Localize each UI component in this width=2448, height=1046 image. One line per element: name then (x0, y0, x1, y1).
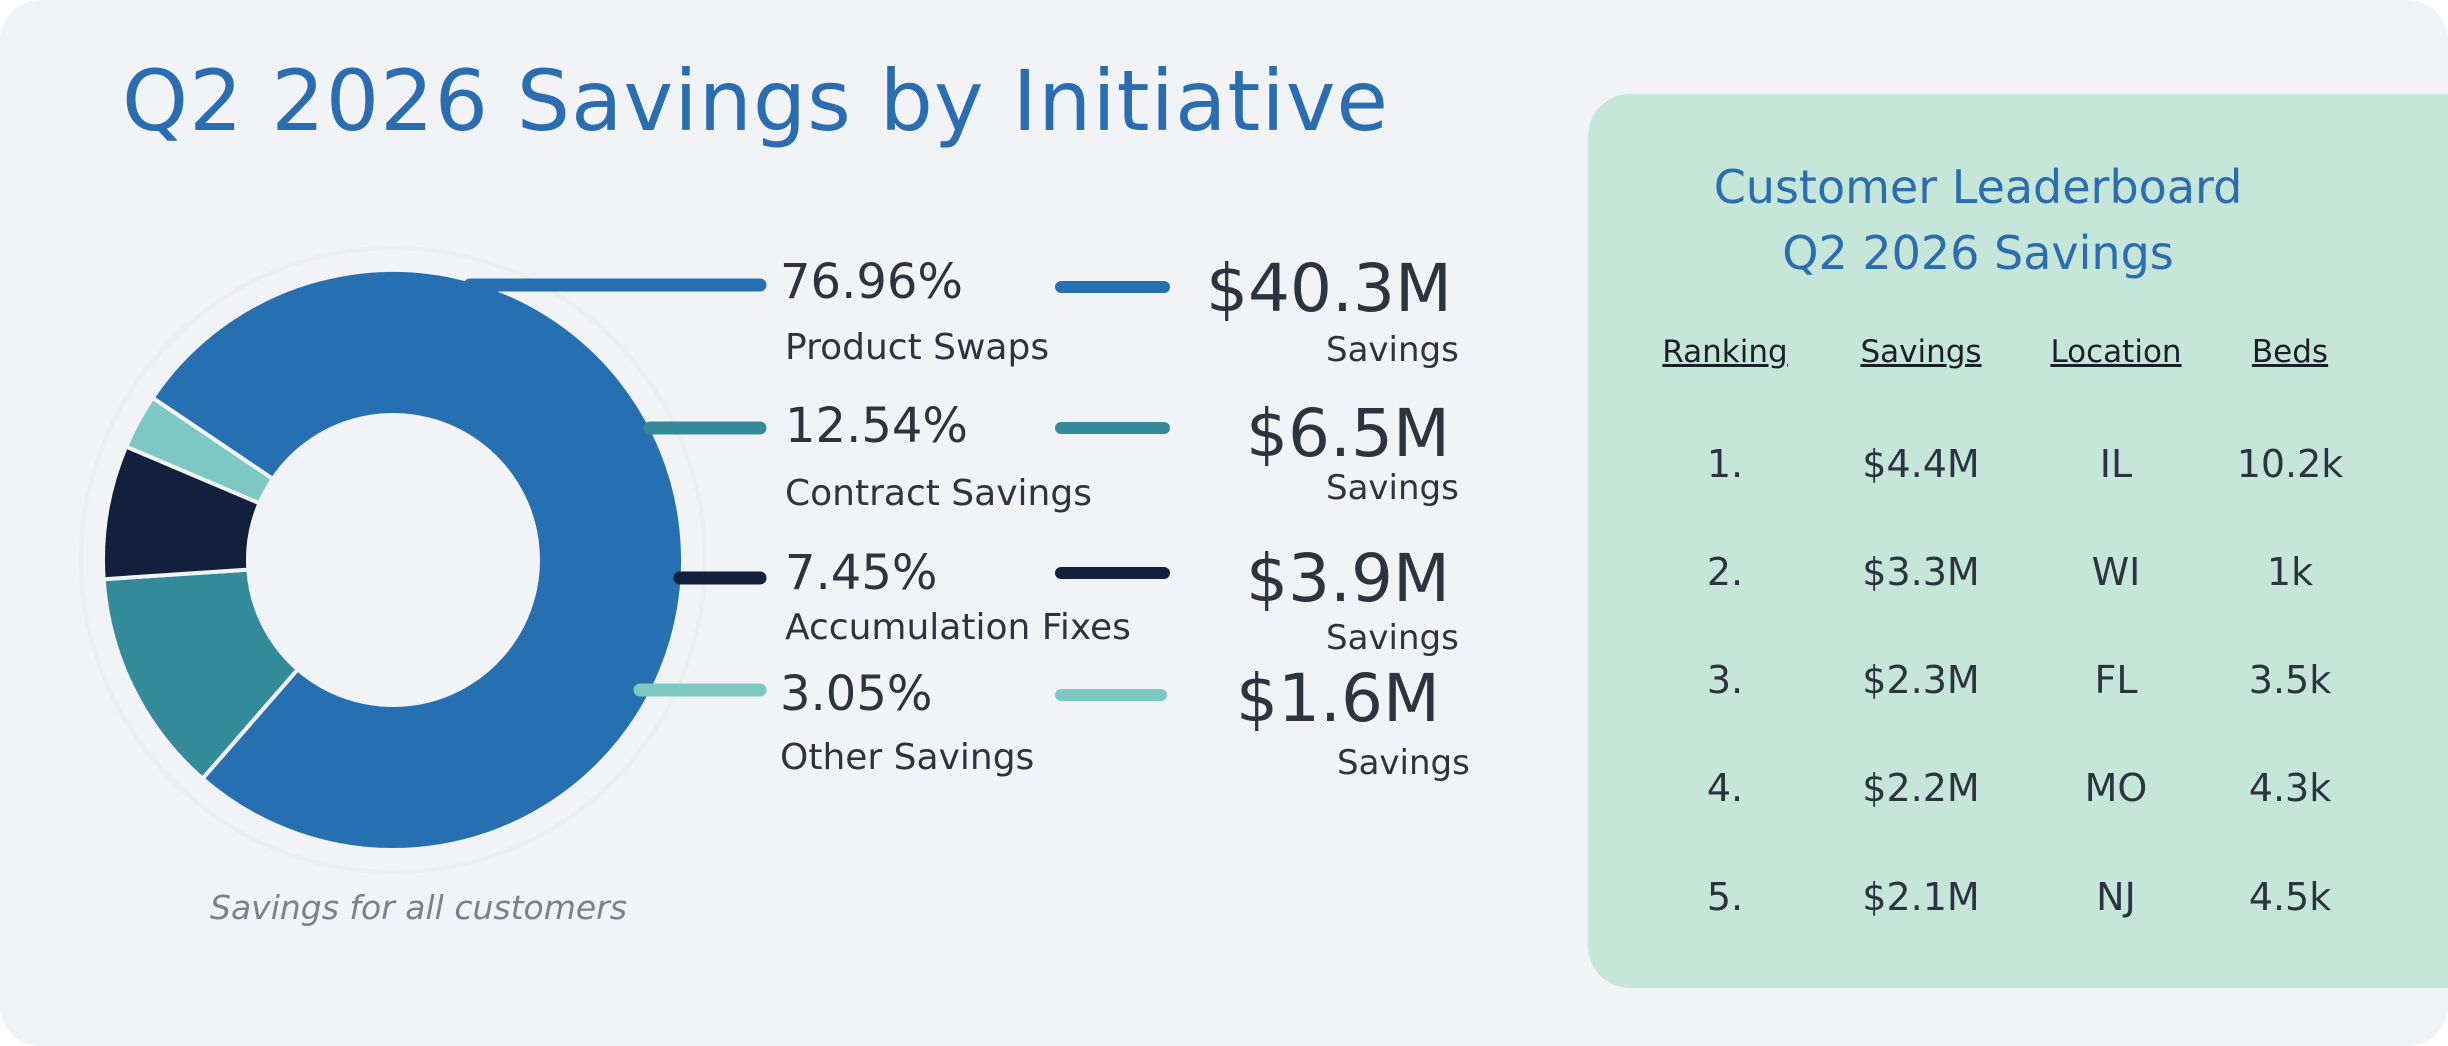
leaderboard-title: Customer Leaderboard Q2 2026 Savings (1588, 154, 2368, 286)
slice-savings-value: $6.5M (1246, 395, 1450, 472)
leaderboard-cell-location: WI (2091, 550, 2141, 594)
chart-caption: Savings for all customers (210, 888, 627, 927)
legend-swatch-4 (1055, 689, 1167, 701)
leaderboard-cell-ranking: 1. (1706, 442, 1744, 486)
legend-swatch-2 (1055, 422, 1170, 434)
slice-percent-label: 3.05% (780, 666, 933, 722)
chart-title: Q2 2026 Savings by Initiative (122, 52, 1390, 150)
leaderboard-cell-ranking: 3. (1706, 658, 1744, 702)
legend-swatch-1 (1055, 281, 1170, 293)
leaderboard-cell-savings: $2.1M (1862, 875, 1980, 919)
customer-leaderboard: Customer Leaderboard Q2 2026 Savings Ran… (1588, 94, 2448, 988)
donut-chart (79, 246, 767, 874)
leaderboard-cell-location: NJ (2096, 875, 2136, 919)
leaderboard-cell-beds: 3.5k (2248, 658, 2332, 702)
leaderboard-cell-ranking: 5. (1706, 875, 1744, 919)
slice-savings-caption: Savings (1326, 618, 1459, 658)
slice-savings-value: $3.9M (1246, 540, 1450, 617)
leaderboard-cell-savings: $2.2M (1862, 766, 1980, 810)
leaderboard-cell-ranking: 4. (1706, 766, 1744, 810)
leaderboard-cell-location: FL (2094, 658, 2138, 702)
donut-slice-1 (149, 268, 685, 852)
leaderboard-cell-beds: 10.2k (2236, 442, 2344, 486)
donut-slice-2 (101, 567, 301, 782)
slice-savings-caption: Savings (1337, 743, 1470, 783)
donut-halo (79, 246, 707, 874)
leaderboard-title-line-2: Q2 2026 Savings (1782, 226, 2174, 280)
leaderboard-cell-savings: $2.3M (1862, 658, 1980, 702)
leaderboard-header-beds: Beds (2251, 334, 2329, 370)
leaderboard-cell-beds: 4.3k (2248, 766, 2332, 810)
slice-savings-value: $1.6M (1236, 660, 1440, 737)
slice-percent-label: 76.96% (780, 254, 964, 310)
donut-slice-4 (123, 395, 276, 506)
slice-category-label: Accumulation Fixes (785, 607, 1131, 648)
leaderboard-cell-ranking: 2. (1706, 550, 1744, 594)
slice-savings-caption: Savings (1326, 468, 1459, 508)
leaderboard-cell-beds: 4.5k (2248, 875, 2332, 919)
leaderboard-cell-location: MO (2084, 766, 2148, 810)
leaderboard-header-savings: Savings (1860, 334, 1982, 370)
leaderboard-cell-savings: $3.3M (1862, 550, 1980, 594)
leaderboard-header-ranking: Ranking (1662, 334, 1788, 370)
slice-percent-label: 7.45% (785, 545, 938, 601)
slice-savings-value: $40.3M (1206, 250, 1452, 327)
slice-category-label: Contract Savings (785, 473, 1092, 514)
slice-category-label: Other Savings (780, 737, 1035, 778)
slice-percent-label: 12.54% (785, 398, 969, 454)
leaderboard-title-line-1: Customer Leaderboard (1713, 160, 2243, 214)
leaderboard-cell-beds: 1k (2266, 550, 2314, 594)
leaderboard-cell-savings: $4.4M (1862, 442, 1980, 486)
slice-savings-caption: Savings (1326, 330, 1459, 370)
legend-swatch-3 (1055, 567, 1170, 579)
leaderboard-header-location: Location (2050, 334, 2182, 370)
slice-category-label: Product Swaps (785, 327, 1050, 368)
leaderboard-cell-location: IL (2099, 442, 2133, 486)
